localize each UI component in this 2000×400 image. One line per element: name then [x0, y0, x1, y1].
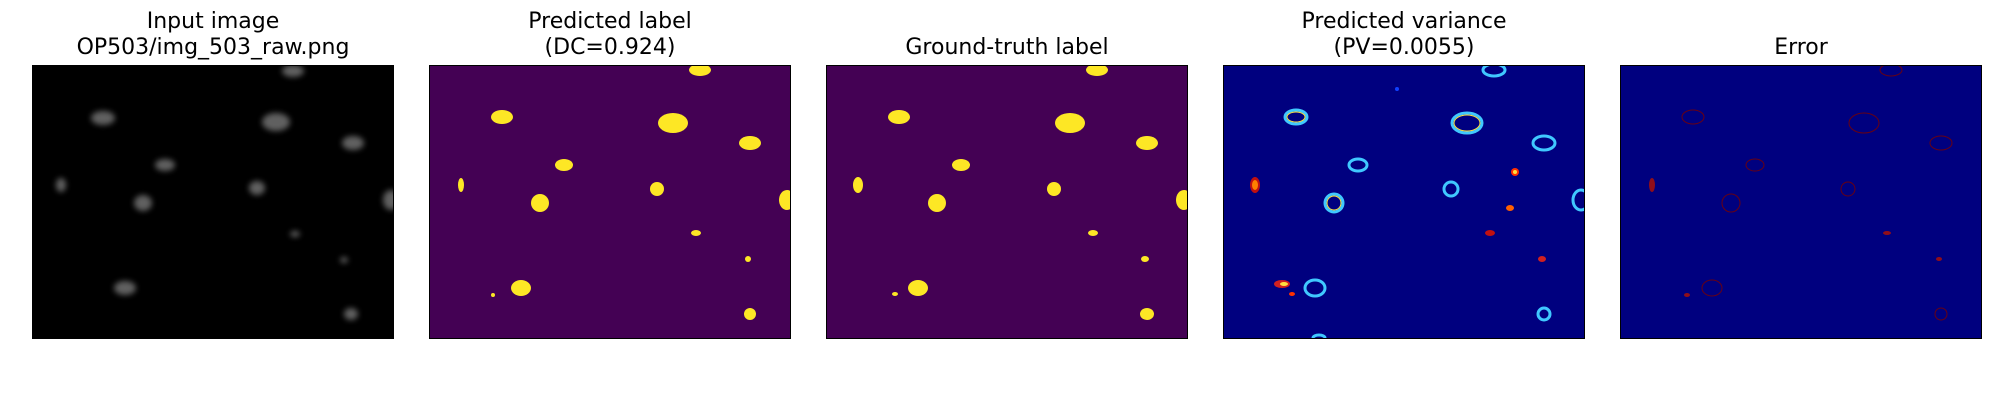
- panel-title: Ground-truth label: [905, 35, 1109, 60]
- panel-title: Input image: [146, 9, 280, 34]
- panel-error: Error: [1620, 0, 1982, 400]
- panel-title: Error: [1774, 35, 1828, 60]
- panel-ground-truth-label: Ground-truth label: [826, 0, 1188, 400]
- panel-input-image: Input image OP503/img_503_raw.png: [32, 0, 394, 400]
- panel-subtitle: (PV=0.0055): [1333, 35, 1475, 60]
- error-image: [1620, 65, 1982, 339]
- predicted-label-image: [429, 65, 791, 339]
- panel-title: Predicted label: [528, 9, 692, 34]
- predicted-variance-image: [1223, 65, 1585, 339]
- panel-predicted-label: Predicted label (DC=0.924): [429, 0, 791, 400]
- ground-truth-label-image: [826, 65, 1188, 339]
- panel-predicted-variance: Predicted variance (PV=0.0055): [1223, 0, 1585, 400]
- panel-subtitle: OP503/img_503_raw.png: [76, 35, 350, 60]
- panel-title: Predicted variance: [1301, 9, 1507, 34]
- panel-subtitle: (DC=0.924): [544, 35, 676, 60]
- input-image: [32, 65, 394, 339]
